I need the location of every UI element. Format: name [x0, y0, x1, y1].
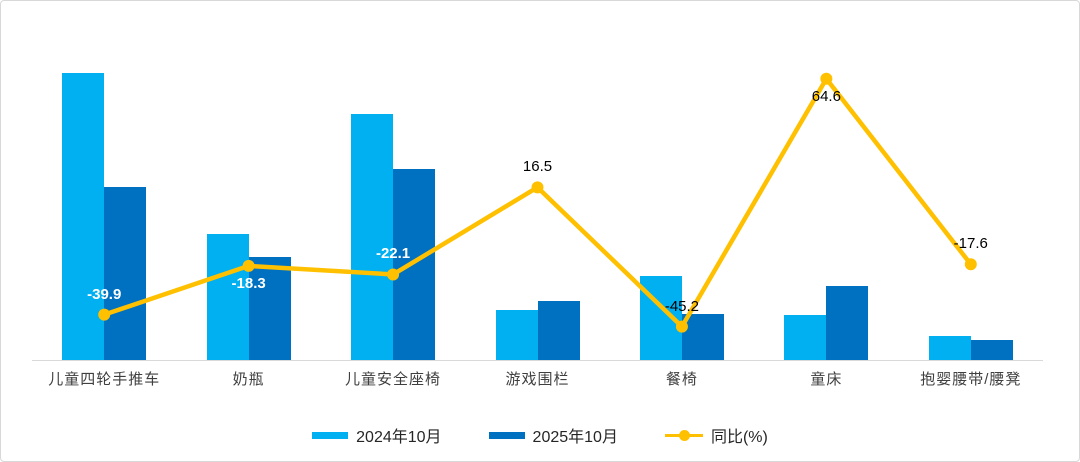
- category-label-5: 餐椅: [665, 371, 698, 388]
- line-marker-cat7: [964, 258, 977, 271]
- bar-series1-cat3: [351, 114, 394, 360]
- line-marker-cat4: [531, 181, 544, 194]
- bar-series2-cat3: [393, 168, 436, 360]
- bar-series2-cat4: [537, 301, 580, 360]
- line-point-label-cat4: 16.5: [522, 158, 553, 176]
- line-point-label-cat6: 64.6: [811, 87, 841, 105]
- bar-series1-cat6: [784, 314, 827, 360]
- line-point-label-cat5: -45.2: [664, 297, 700, 315]
- bar-series1-cat2: [206, 233, 249, 360]
- legend-swatch-2025-oct: [488, 431, 525, 439]
- bar-series1-cat4: [495, 309, 538, 360]
- bar-series1-cat1: [62, 72, 105, 360]
- line-point-label-cat1: -39.9: [87, 285, 122, 303]
- legend-item-yoy: 同比(%): [664, 423, 768, 447]
- bar-series2-cat1: [104, 187, 147, 360]
- line-point-label-cat3: -22.1: [375, 245, 411, 263]
- bar-series2-cat5: [681, 314, 724, 360]
- legend-item-2025-oct: 2025年10月: [488, 423, 618, 447]
- x-axis-line: [32, 360, 1043, 361]
- line-marker-cat6: [820, 72, 833, 85]
- legend-label-yoy: 同比(%): [710, 429, 768, 446]
- line-point-label-cat7: -17.6: [953, 235, 988, 253]
- category-label-1: 儿童四轮手推车: [48, 371, 161, 388]
- legend-item-2024-oct: 2024年10月: [312, 423, 442, 447]
- category-label-2: 奶瓶: [232, 371, 265, 388]
- bar-series1-cat7: [928, 335, 971, 360]
- bar-series1-cat5: [639, 276, 682, 360]
- line-point-label-cat2: -18.3: [231, 274, 266, 292]
- bar-series2-cat2: [248, 256, 291, 360]
- legend-swatch-2024-oct: [312, 431, 349, 439]
- legend-label-2025-oct: 2025年10月: [532, 429, 618, 446]
- category-label-7: 抱婴腰带/腰凳: [920, 371, 1022, 388]
- legend-line-marker-icon: [664, 429, 703, 441]
- chart-legend: 2024年10月 2025年10月 同比(%): [1, 424, 1079, 446]
- category-label-6: 童床: [810, 371, 843, 388]
- bar-series2-cat6: [826, 285, 869, 360]
- legend-label-2024-oct: 2024年10月: [356, 429, 442, 446]
- bar-series2-cat7: [970, 340, 1013, 360]
- category-label-3: 儿童安全座椅: [345, 371, 442, 388]
- category-label-4: 游戏围栏: [505, 371, 570, 388]
